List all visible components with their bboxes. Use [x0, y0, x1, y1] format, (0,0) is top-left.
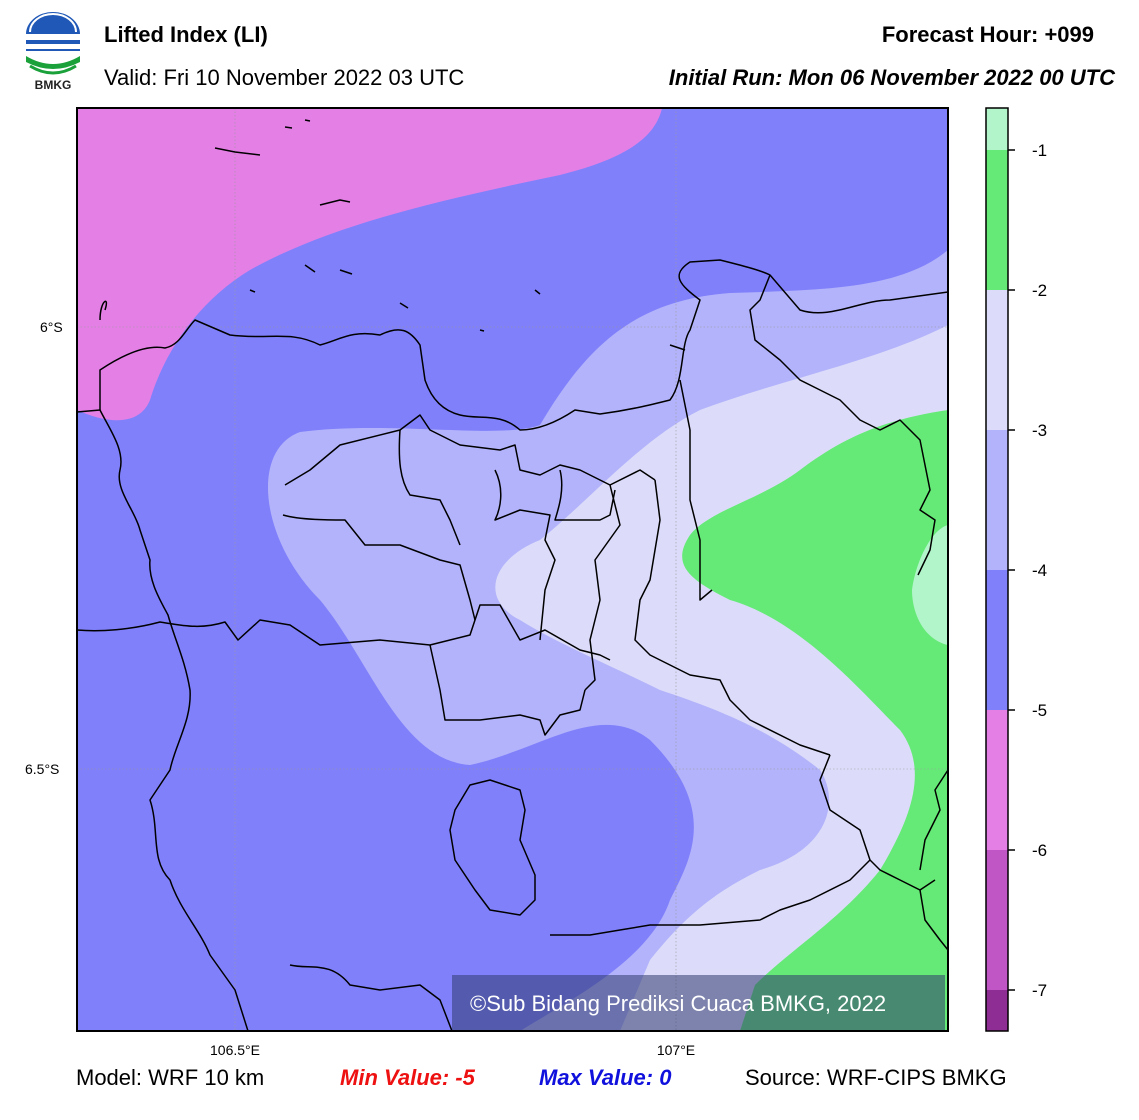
product-title: Lifted Index (LI) — [104, 22, 268, 47]
min-value: Min Value: -5 — [340, 1065, 475, 1090]
colorbar: -1 -2 -3 -4 -5 -6 -7 — [985, 107, 1047, 1032]
forecast-hour: Forecast Hour: +099 — [881, 22, 1094, 47]
svg-text:BMKG: BMKG — [35, 78, 72, 92]
lon-label-107e: 107°E — [657, 1042, 695, 1058]
bmkg-logo: BMKG — [26, 12, 80, 92]
initial-run: Initial Run: Mon 06 November 2022 00 UTC — [668, 65, 1115, 90]
valid-time: Valid: Fri 10 November 2022 03 UTC — [104, 65, 465, 90]
watermark-box — [452, 975, 945, 1030]
lat-label-6s: 6°S — [40, 319, 63, 335]
model-label: Model: WRF 10 km — [76, 1065, 265, 1090]
colorbar-tick-label: -2 — [1032, 281, 1047, 300]
colorbar-tick-label: -4 — [1032, 561, 1047, 580]
colorbar-tick-label: -1 — [1032, 141, 1047, 160]
lon-label-106-5e: 106.5°E — [210, 1042, 260, 1058]
lat-label-6-5s: 6.5°S — [25, 761, 59, 777]
colorbar-tick-label: -6 — [1032, 841, 1047, 860]
colorbar-tick-label: -7 — [1032, 981, 1047, 1000]
max-value: Max Value: 0 — [539, 1065, 672, 1090]
colorbar-tick-label: -3 — [1032, 421, 1047, 440]
watermark-text: ©Sub Bidang Prediksi Cuaca BMKG, 2022 — [470, 991, 886, 1016]
lifted-index-field — [77, 108, 948, 1031]
source-label: Source: WRF-CIPS BMKG — [745, 1065, 1007, 1090]
colorbar-tick-label: -5 — [1032, 701, 1047, 720]
